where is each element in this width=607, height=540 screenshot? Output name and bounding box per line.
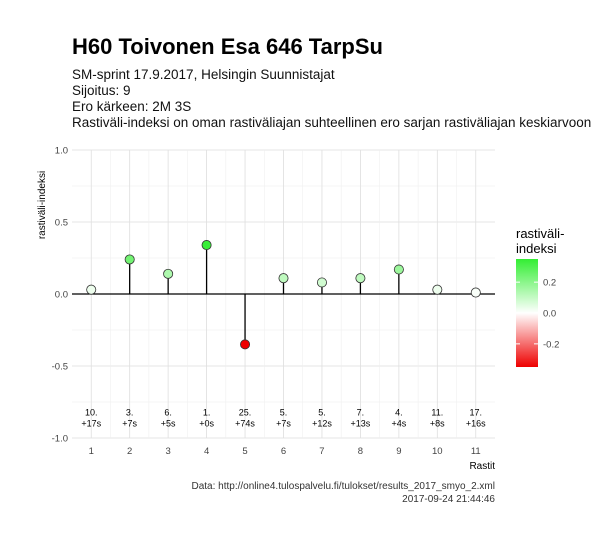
split-diff-label: +4s [391, 418, 406, 428]
data-point [432, 284, 443, 295]
data-point [470, 287, 481, 298]
data-point [355, 273, 366, 284]
points [86, 240, 481, 350]
x-tick-label: 2 [127, 446, 132, 457]
axes: -1.0 -0.5 0.0 0.5 1.0 1 2 3 4 5 6 7 8 9 10 11 Rastit rast… [37, 146, 495, 473]
split-diff-label: +12s [312, 418, 332, 428]
legend-colorbar [516, 259, 538, 367]
split-diff-label: +7s [276, 418, 291, 428]
y-axis-title: rastiväli-indeksi [37, 171, 48, 239]
data-point [393, 264, 404, 275]
subtitle-placement: Sijoitus: 9 [72, 83, 131, 98]
split-diff-label: +17s [81, 418, 101, 428]
split-rank-label: 17. [470, 407, 483, 417]
y-tick-label: -0.5 [52, 362, 68, 373]
data-point [316, 277, 327, 288]
timestamp: 2017-09-24 21:44:46 [402, 494, 495, 505]
y-tick-label: -1.0 [52, 434, 68, 445]
legend: 0.2 0.0 -0.2 [516, 259, 559, 367]
x-tick-label: 6 [281, 446, 286, 457]
split-diff-label: +0s [199, 418, 214, 428]
split-rank-label: 3. [126, 407, 134, 417]
y-tick-label: 1.0 [55, 146, 68, 157]
split-diff-label: +13s [351, 418, 371, 428]
split-diff-label: +5s [161, 418, 176, 428]
split-rank-label: 7. [357, 407, 365, 417]
subtitle-event: SM-sprint 17.9.2017, Helsingin Suunnista… [72, 67, 335, 82]
subtitle-explanation: Rastiväli-indeksi on oman rastiväliajan … [72, 115, 592, 130]
split-rank-label: 5. [318, 407, 326, 417]
split-rank-label: 11. [431, 407, 443, 417]
data-point [86, 284, 97, 295]
data-point [163, 268, 174, 279]
x-axis-title: Rastit [469, 461, 495, 472]
x-tick-label: 4 [204, 446, 209, 457]
subtitle-gap: Ero kärkeen: 2M 3S [72, 99, 192, 114]
split-rank-label: 4. [395, 407, 403, 417]
legend-title-line: indeksi [516, 241, 557, 256]
data-point [278, 273, 289, 284]
split-labels: 10.+17s3.+7s6.+5s1.+0s25.+74s5.+7s5.+12s… [81, 407, 486, 428]
legend-tick-label: 0.0 [543, 309, 556, 320]
data-point [124, 254, 135, 265]
legend-tick-label: -0.2 [543, 339, 559, 350]
data-point [201, 240, 212, 251]
split-rank-label: 25. [239, 407, 252, 417]
chart-title: H60 Toivonen Esa 646 TarpSu [72, 34, 383, 59]
split-diff-label: +16s [466, 418, 486, 428]
data-point [240, 339, 251, 350]
x-tick-label: 3 [165, 446, 170, 457]
split-diff-label: +8s [430, 418, 445, 428]
split-rank-label: 5. [280, 407, 288, 417]
x-tick-label: 1 [89, 446, 94, 457]
x-tick-label: 11 [471, 446, 481, 457]
split-rank-label: 1. [203, 407, 211, 417]
data-source: Data: http://online4.tulospalvelu.fi/tul… [191, 481, 495, 492]
split-rank-label: 6. [164, 407, 172, 417]
y-tick-label: 0.0 [55, 290, 68, 301]
x-tick-label: 5 [242, 446, 247, 457]
split-rank-label: 10. [85, 407, 98, 417]
split-diff-label: +74s [235, 418, 255, 428]
y-tick-label: 0.5 [55, 218, 68, 229]
x-tick-label: 8 [358, 446, 363, 457]
split-diff-label: +7s [122, 418, 137, 428]
legend-title: rastiväli- indeksi [516, 226, 596, 256]
x-tick-label: 7 [319, 446, 324, 457]
legend-tick-label: 0.2 [543, 278, 556, 289]
x-tick-label: 10 [432, 446, 443, 457]
legend-title-line: rastiväli- [516, 226, 565, 241]
x-tick-label: 9 [396, 446, 401, 457]
